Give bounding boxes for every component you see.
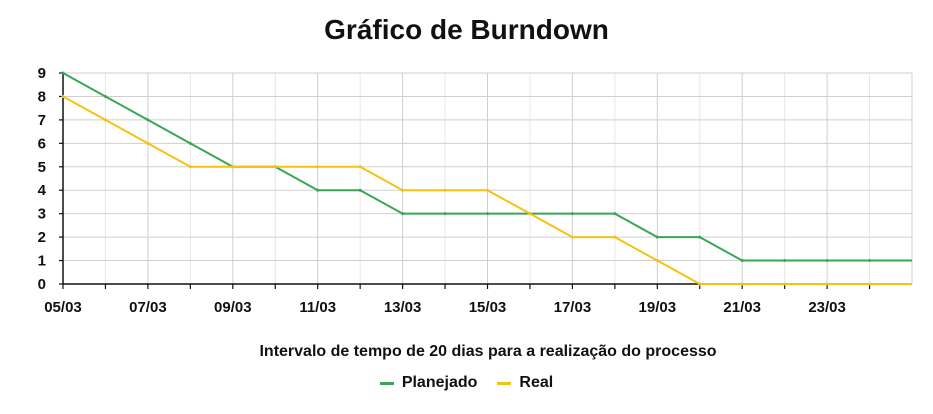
data-point-real (188, 165, 192, 169)
data-point-planejado (783, 259, 787, 263)
y-tick-label: 3 (38, 206, 46, 223)
x-tick-label: 13/03 (384, 299, 422, 316)
data-point-real (61, 94, 65, 98)
data-point-planejado (188, 141, 192, 145)
data-point-real (528, 212, 532, 216)
data-point-real (231, 165, 235, 169)
x-tick-label: 11/03 (299, 299, 336, 316)
series-lines (61, 71, 912, 286)
data-point-planejado (740, 259, 744, 263)
data-point-real (401, 188, 405, 192)
x-tick-label: 09/03 (214, 299, 252, 316)
axes (59, 72, 912, 289)
data-point-planejado (103, 94, 107, 98)
data-point-real (103, 118, 107, 122)
chart-title: Gráfico de Burndown (324, 14, 609, 45)
data-point-real (316, 165, 320, 169)
x-tick-label: 17/03 (554, 299, 592, 316)
y-tick-label: 0 (38, 276, 46, 293)
data-point-planejado (146, 118, 150, 122)
data-point-planejado (486, 212, 489, 216)
data-point-real (570, 235, 574, 239)
legend-label-planejado: Planejado (401, 374, 478, 391)
legend-swatch-planejado (379, 381, 394, 385)
data-point-planejado (358, 188, 362, 192)
data-point-real (443, 188, 447, 192)
legend-item-planejado[interactable]: Planejado (379, 374, 478, 392)
x-tick-label: 15/03 (469, 299, 507, 316)
data-point-real (825, 282, 829, 286)
x-tick-label: 21/03 (723, 299, 761, 316)
data-point-planejado (698, 235, 702, 239)
data-point-real (868, 282, 872, 286)
legend: Planejado Real (0, 374, 933, 392)
data-point-planejado (316, 188, 320, 192)
data-point-planejado (401, 212, 405, 216)
data-point-real (655, 259, 659, 263)
data-point-planejado (443, 212, 447, 216)
data-point-real (740, 282, 744, 286)
data-point-real (698, 282, 702, 286)
data-point-planejado (613, 212, 617, 216)
y-tick-label: 8 (38, 88, 46, 105)
data-point-real (273, 165, 277, 169)
legend-label-real: Real (519, 374, 554, 391)
data-point-real (613, 235, 617, 239)
y-tick-label: 7 (38, 112, 46, 129)
y-tick-label: 1 (38, 253, 46, 270)
data-point-real (146, 141, 150, 145)
grid (62, 72, 913, 285)
y-tick-label: 6 (38, 135, 46, 152)
data-point-planejado (868, 259, 872, 263)
x-tick-label: 19/03 (639, 299, 677, 316)
data-point-real (783, 282, 787, 286)
tick-labels: 0 1 2 3 4 5 6 7 8 9 05/03 07/03 09/03 11/03 13/03 15/03… (38, 65, 846, 316)
data-point-planejado (655, 235, 659, 239)
data-point-real (486, 188, 489, 192)
data-point-planejado (61, 71, 65, 75)
y-tick-label: 4 (38, 182, 47, 199)
data-point-planejado (825, 259, 829, 263)
x-tick-label: 23/03 (808, 299, 846, 316)
data-point-planejado (570, 212, 574, 216)
legend-swatch-real (497, 381, 512, 385)
x-tick-label: 07/03 (129, 299, 167, 316)
y-tick-label: 2 (38, 229, 46, 246)
x-tick-label: 05/03 (44, 299, 82, 316)
legend-item-real[interactable]: Real (497, 374, 553, 392)
data-point-real (358, 165, 362, 169)
x-axis-label: Intervalo de tempo de 20 dias para a rea… (259, 343, 717, 360)
y-tick-label: 9 (38, 65, 46, 82)
y-tick-label: 5 (38, 159, 46, 176)
